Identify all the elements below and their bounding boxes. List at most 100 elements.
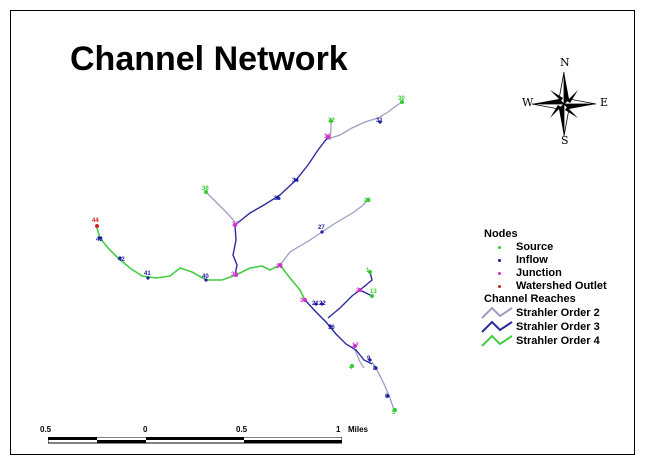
node-label: 27: [318, 225, 325, 231]
inflow-node: [118, 256, 122, 260]
reach-order4-icon: [481, 334, 513, 347]
node-label: 32: [328, 118, 335, 124]
inflow-node: [276, 196, 280, 200]
node-label: 1: [366, 268, 370, 274]
legend-label: Strahler Order 4: [516, 335, 600, 347]
source-node: [204, 190, 208, 194]
legend-item-outlet: Watershed Outlet: [476, 280, 607, 293]
node-label: 3: [300, 298, 304, 304]
map-legend: Nodes Source Inflow Junction Watershed O…: [476, 228, 607, 348]
reach-order4: [279, 264, 306, 301]
node-label: 43: [96, 237, 103, 243]
scale-unit-label: Miles: [348, 425, 369, 434]
junction-dot-icon: [498, 272, 501, 275]
node-label: 17: [352, 343, 359, 349]
compass-rose: N S E W: [510, 56, 620, 150]
reach-order2-icon: [481, 306, 513, 319]
reach-order2: [324, 101, 403, 141]
node-label: 6: [385, 394, 389, 400]
compass-north-label: N: [560, 56, 570, 69]
node-label: 35: [274, 196, 281, 202]
reach-order2: [205, 191, 236, 223]
scale-bar-graphic: [47, 436, 343, 444]
node-label: 5: [392, 410, 396, 416]
outlet-dot-icon: [498, 285, 501, 288]
node-label: 30: [398, 96, 405, 102]
junction-node: [358, 288, 362, 292]
node-label: 9: [367, 356, 371, 362]
scale-label-left: 0.5: [40, 425, 52, 434]
inflow-node: [328, 324, 332, 328]
inflow-node: [314, 302, 318, 306]
source-dot-icon: [498, 246, 501, 249]
reach-order3: [232, 224, 238, 276]
legend-label: Strahler Order 3: [516, 321, 600, 333]
legend-item-order4: Strahler Order 4: [476, 334, 600, 348]
node-label: 4: [349, 365, 353, 371]
source-node: [370, 294, 374, 298]
inflow-node: [204, 278, 208, 282]
inflow-node: [378, 120, 382, 124]
node-label: 33: [324, 134, 331, 140]
reach-order3: [327, 289, 361, 319]
node-label: 31: [376, 118, 383, 124]
legend-item-order2: Strahler Order 2: [476, 306, 600, 320]
reach-order3: [304, 299, 373, 365]
junction-node: [326, 135, 330, 139]
node-label: 42: [118, 257, 125, 263]
node-label: 13: [370, 289, 377, 295]
reach-order3: [359, 271, 373, 291]
reach-order3: [234, 136, 329, 226]
legend-reaches-heading: Channel Reaches: [484, 293, 576, 305]
node-label: 36: [202, 186, 209, 192]
map-title: Channel Network: [70, 40, 348, 78]
inflow-node: [386, 394, 390, 398]
compass-south-label: S: [561, 134, 569, 147]
node-label: 38: [231, 272, 238, 278]
reach-order2: [354, 349, 365, 369]
inflow-dot-icon: [498, 259, 501, 262]
node-label: 22: [319, 301, 326, 307]
source-node: [329, 119, 333, 123]
reach-order3-icon: [481, 320, 513, 333]
source-node: [400, 100, 404, 104]
source-node: [393, 408, 397, 412]
legend-item-order3: Strahler Order 3: [476, 320, 600, 334]
legend-label: Strahler Order 2: [516, 307, 600, 319]
node-label: 44: [92, 218, 99, 224]
compass-east-label: E: [600, 96, 609, 109]
node-label: 29: [276, 264, 283, 270]
junction-node: [234, 273, 238, 277]
compass-west-label: W: [522, 96, 534, 109]
legend-nodes-heading: Nodes: [484, 228, 518, 240]
junction-node: [303, 298, 307, 302]
scale-label-one: 1: [336, 425, 341, 434]
node-label: 21: [312, 301, 319, 307]
legend-label: Inflow: [516, 254, 548, 266]
reach-order4: [235, 264, 281, 276]
reach-order4: [96, 227, 237, 281]
node-label: 16: [328, 325, 335, 331]
node-label: 41: [144, 271, 151, 277]
compass-star-icon: [531, 71, 597, 137]
junction-node: [233, 223, 237, 227]
node-group: [95, 100, 404, 412]
node-label: 37: [232, 222, 239, 228]
reach-order2: [279, 199, 369, 266]
inflow-node: [368, 358, 372, 362]
source-node: [350, 364, 354, 368]
node-label: 2: [356, 288, 360, 294]
source-node: [368, 270, 372, 274]
legend-item-source: Source: [476, 241, 576, 254]
node-label: 8: [373, 366, 377, 372]
inflow-node: [294, 178, 298, 182]
inflow-node: [146, 276, 150, 280]
node-label: 40: [202, 274, 209, 280]
node-label: 34: [292, 178, 299, 184]
scale-label-half: 0.5: [236, 425, 248, 434]
legend-item-inflow: Inflow: [476, 254, 576, 267]
reach-order3: [359, 289, 373, 297]
inflow-node: [320, 302, 324, 306]
source-node: [366, 198, 370, 202]
